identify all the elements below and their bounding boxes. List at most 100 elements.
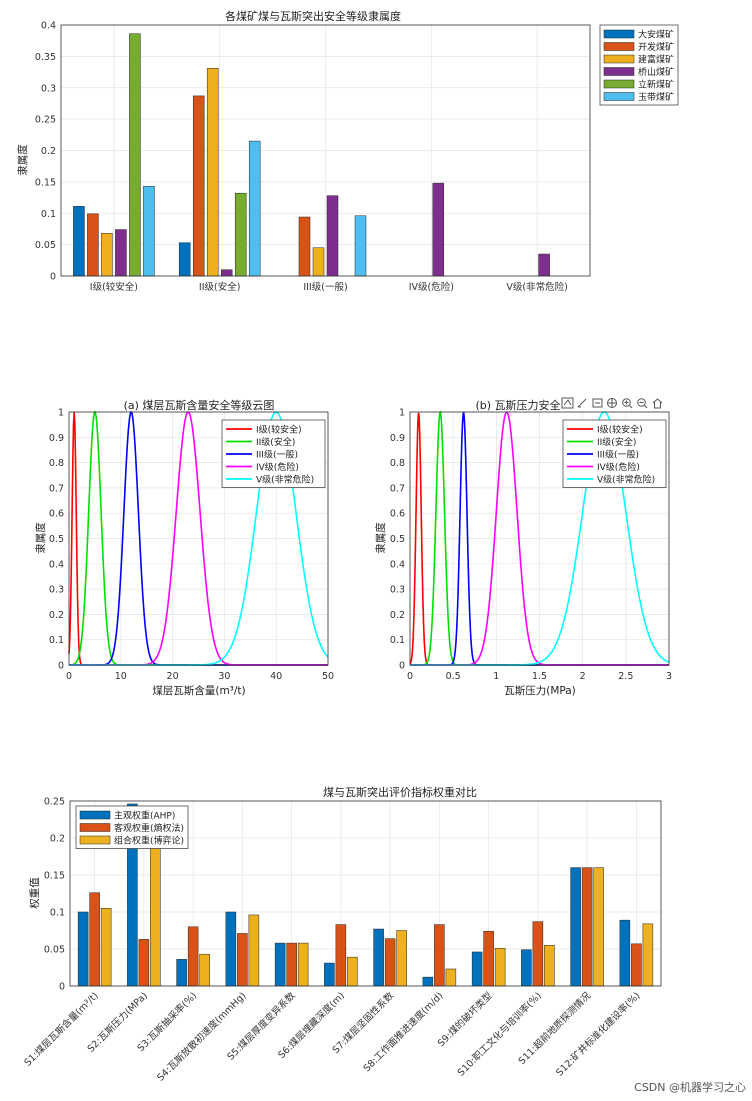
chart2-title: (a) 煤层瓦斯含量安全等级云图 (124, 398, 275, 412)
chart2-ytick: 0 (58, 661, 64, 672)
chart4-bar (434, 924, 445, 987)
chart4-bar (570, 867, 581, 987)
chart2-frame (68, 411, 329, 666)
gas-pressure-cloud-chart: (b) 瓦斯压力安全 瓦斯压力(MPa) 隶属度 0 0.1 0.2 0.3 0.4 0.… (374, 398, 672, 697)
chart2-legend-label: II级(安全) (256, 436, 295, 448)
chart4-bar (471, 951, 483, 987)
chart3-title: (b) 瓦斯压力安全 (475, 398, 560, 412)
chart4-bar (199, 953, 210, 987)
chart4-bar (544, 945, 555, 987)
chart4-bar (445, 968, 457, 987)
chart1-legend-label: 玉带煤矿 (638, 91, 674, 103)
chart1-bar (73, 206, 85, 277)
chart2-ytick: 1 (58, 408, 64, 419)
chart4-bar (335, 924, 347, 987)
chart1-legend-swatch (603, 67, 635, 76)
chart4-bar (138, 939, 150, 987)
chart3-ytick: 0.1 (390, 635, 405, 646)
chart1-xtick: IV级(危险) (409, 281, 454, 293)
chart3-legend-label: I级(较安全) (597, 424, 643, 436)
chart4-bar (187, 926, 199, 987)
chart4-bar (297, 942, 309, 987)
chart1-bar (192, 95, 205, 277)
home-icon[interactable] (652, 398, 663, 409)
chart1-ytick: 0.4 (41, 21, 56, 32)
chart1-legend-swatch (603, 54, 635, 64)
chart3-xlabel: 瓦斯压力(MPa) (504, 684, 576, 697)
chart1-bar (220, 269, 233, 277)
chart1-ylabel: 隶属度 (16, 144, 29, 176)
chart3-ytick: 0.5 (390, 534, 405, 545)
chart1-xtick: III级(一般) (303, 281, 347, 293)
chart1-legend-swatch (603, 79, 635, 89)
chart1-ytick: 0.25 (35, 115, 56, 126)
chart4-bar (642, 923, 654, 987)
chart1-legend (599, 24, 679, 106)
chart3-xtick: 1 (493, 671, 499, 682)
chart4-bar (532, 921, 544, 987)
export-icon[interactable] (561, 397, 574, 409)
chart4-legend-label: 客观权重(熵权法) (114, 822, 184, 834)
chart3-ytick: 0.7 (390, 483, 405, 494)
chart4-ytick: 0.25 (44, 797, 65, 808)
chart2-ytick: 0.4 (49, 559, 64, 570)
chart1-frame (60, 24, 591, 277)
chart1-bar (101, 233, 113, 277)
chart1-legend-label: 桥山煤矿 (638, 66, 674, 78)
chart4-frame (69, 800, 662, 987)
membership-bar-chart: 各煤矿煤与瓦斯突出安全等级隶属度 隶属度 0 0.05 0.1 0.15 0.2 0.25… (16, 9, 679, 293)
zoom-in-icon[interactable] (622, 398, 633, 409)
chart4-ytick: 0.2 (50, 834, 65, 845)
chart2-xtick: 10 (115, 671, 127, 682)
chart1-bar (432, 182, 445, 277)
chart1-ytick: 0.3 (41, 83, 56, 94)
chart3-xtick: 2 (580, 671, 586, 682)
chart1-xtick: I级(较安全) (90, 281, 138, 293)
chart4-bar (593, 867, 604, 987)
chart4-bar (396, 930, 407, 987)
chart1-bar (129, 33, 141, 277)
chart1-xtick: II级(安全) (199, 281, 241, 293)
datatip-icon[interactable] (592, 398, 603, 408)
chart4-bar (631, 943, 642, 987)
chart4-bar (237, 933, 248, 987)
chart1-legend-label: 建富煤矿 (638, 54, 674, 66)
chart4-bar (225, 911, 237, 987)
chart3-frame (409, 411, 670, 666)
chart4-legend-label: 组合权重(博弈论) (114, 835, 184, 847)
chart4-ytick: 0.15 (44, 871, 65, 882)
chart2-xtick: 40 (270, 671, 282, 682)
brush-icon[interactable] (577, 398, 587, 408)
chart1-legend-label: 开发煤矿 (638, 41, 674, 53)
chart4-xtick: S12:矿井标准化建设率(%) (554, 990, 643, 1079)
chart3-ytick: 0.6 (390, 509, 405, 520)
chart1-xtick: V级(非常危险) (506, 281, 567, 293)
chart2-xtick: 30 (218, 671, 230, 682)
chart1-bar (87, 213, 99, 277)
chart2-ytick: 0.5 (49, 534, 64, 545)
chart4-bar (286, 942, 297, 987)
chart4-ytick: 0 (59, 982, 65, 993)
chart3-ytick: 0.8 (390, 458, 405, 469)
chart2-ytick: 0.9 (49, 433, 64, 444)
zoom-out-icon[interactable] (637, 398, 648, 409)
axes-toolbar[interactable] (561, 397, 663, 409)
chart4-bar (274, 942, 286, 987)
chart3-xtick: 2.5 (618, 671, 633, 682)
chart2-ytick: 0.8 (49, 458, 64, 469)
chart3-legend-label: III级(一般) (597, 449, 639, 461)
chart2-ylabel: 隶属度 (34, 522, 47, 554)
chart1-ytick: 0.35 (35, 52, 56, 63)
chart4-xtick: S10:职工文化与培训率(%) (455, 990, 544, 1079)
weight-comparison-bar-chart: 煤与瓦斯突出评价指标权重对比 权重值 0 0.05 0.1 0.15 0.2 0.25 S1… (22, 785, 662, 1084)
chart2-xtick: 50 (322, 671, 334, 682)
pan-icon[interactable] (607, 398, 617, 408)
chart4-bar (89, 892, 100, 987)
chart2-xtick: 20 (167, 671, 179, 682)
chart3-xtick: 3 (666, 671, 672, 682)
chart4-legend-label: 主观权重(AHP) (114, 810, 175, 822)
chart4-ylabel: 权重值 (28, 877, 41, 909)
chart4-bar (347, 956, 358, 987)
chart2-ytick: 0.1 (49, 635, 64, 646)
